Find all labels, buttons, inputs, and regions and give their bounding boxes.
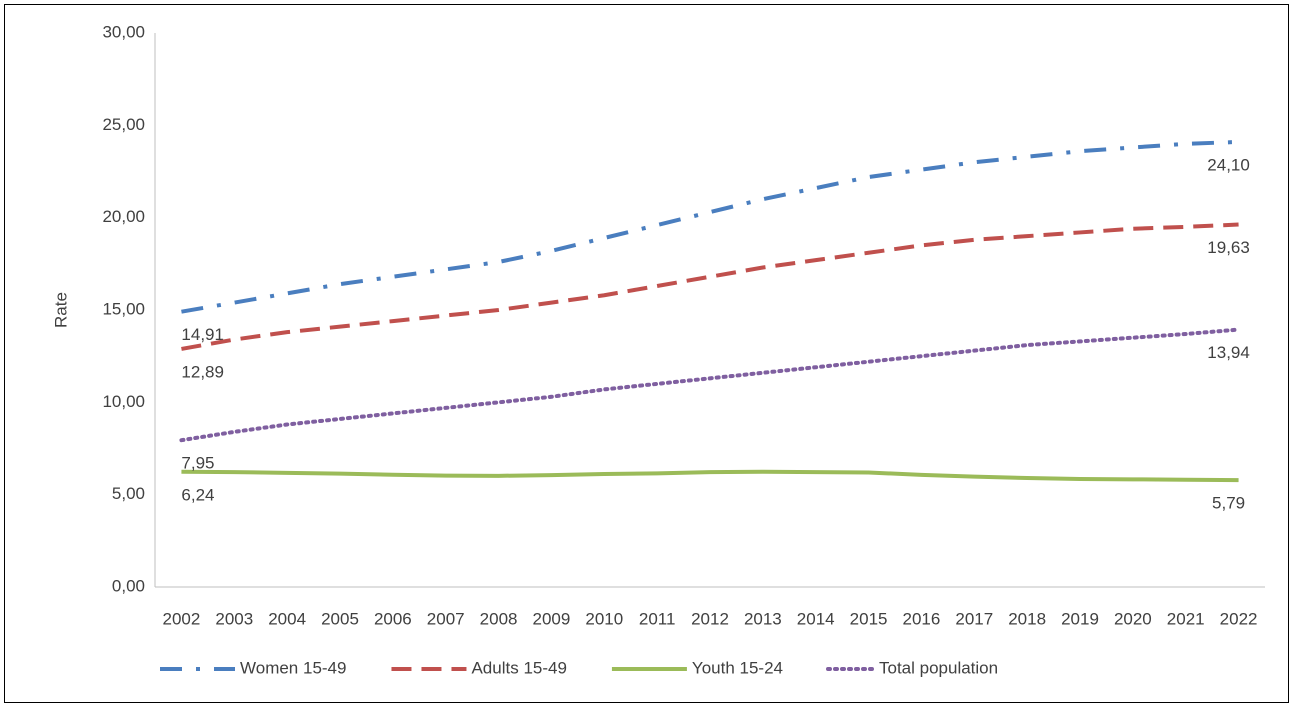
legend-label: Youth 15-24 [692,658,783,677]
y-tick-label: 0,00 [112,576,145,595]
x-tick-label: 2005 [321,609,359,628]
series-line [181,222,1239,351]
x-tick-label: 2009 [533,609,571,628]
legend-label: Adults 15-49 [471,658,566,677]
x-tick-label: 2014 [797,609,835,628]
legend-label: Total population [879,658,998,677]
y-tick-label: 10,00 [102,392,145,411]
y-tick-label: 5,00 [112,484,145,503]
x-tick-label: 2010 [585,609,623,628]
y-tick-label: 25,00 [102,115,145,134]
x-tick-label: 2011 [639,609,676,628]
y-tick-label: 30,00 [102,22,145,41]
data-label: 5,79 [1212,494,1245,513]
data-label: 7,95 [181,454,214,473]
chart-border [4,4,1289,703]
y-tick-label: 20,00 [102,207,145,226]
x-tick-label: 2015 [850,609,888,628]
x-tick-label: 2012 [691,609,729,628]
data-label: 24,10 [1207,155,1250,174]
data-label: 14,91 [181,325,224,344]
x-tick-label: 2018 [1008,609,1046,628]
legend-label: Women 15-49 [240,658,346,677]
x-tick-label: 2016 [903,609,941,628]
y-axis-label: Rate [51,292,70,328]
x-tick-label: 2004 [268,609,306,628]
x-tick-label: 2017 [955,609,993,628]
x-tick-label: 2020 [1114,609,1152,628]
data-label: 19,63 [1207,238,1250,257]
data-label: 6,24 [181,485,214,504]
x-tick-label: 2021 [1167,609,1205,628]
y-tick-label: 15,00 [102,299,145,318]
x-tick-label: 2006 [374,609,412,628]
x-tick-label: 2007 [427,609,465,628]
series-line [179,327,1241,443]
x-tick-label: 2003 [215,609,253,628]
data-label: 12,89 [181,362,224,381]
series-line [181,139,1239,314]
series-line [181,469,1239,483]
x-tick-label: 2022 [1220,609,1258,628]
x-tick-label: 2008 [480,609,518,628]
x-tick-label: 2019 [1061,609,1099,628]
x-tick-label: 2002 [163,609,201,628]
data-label: 13,94 [1207,343,1250,362]
x-tick-label: 2013 [744,609,782,628]
